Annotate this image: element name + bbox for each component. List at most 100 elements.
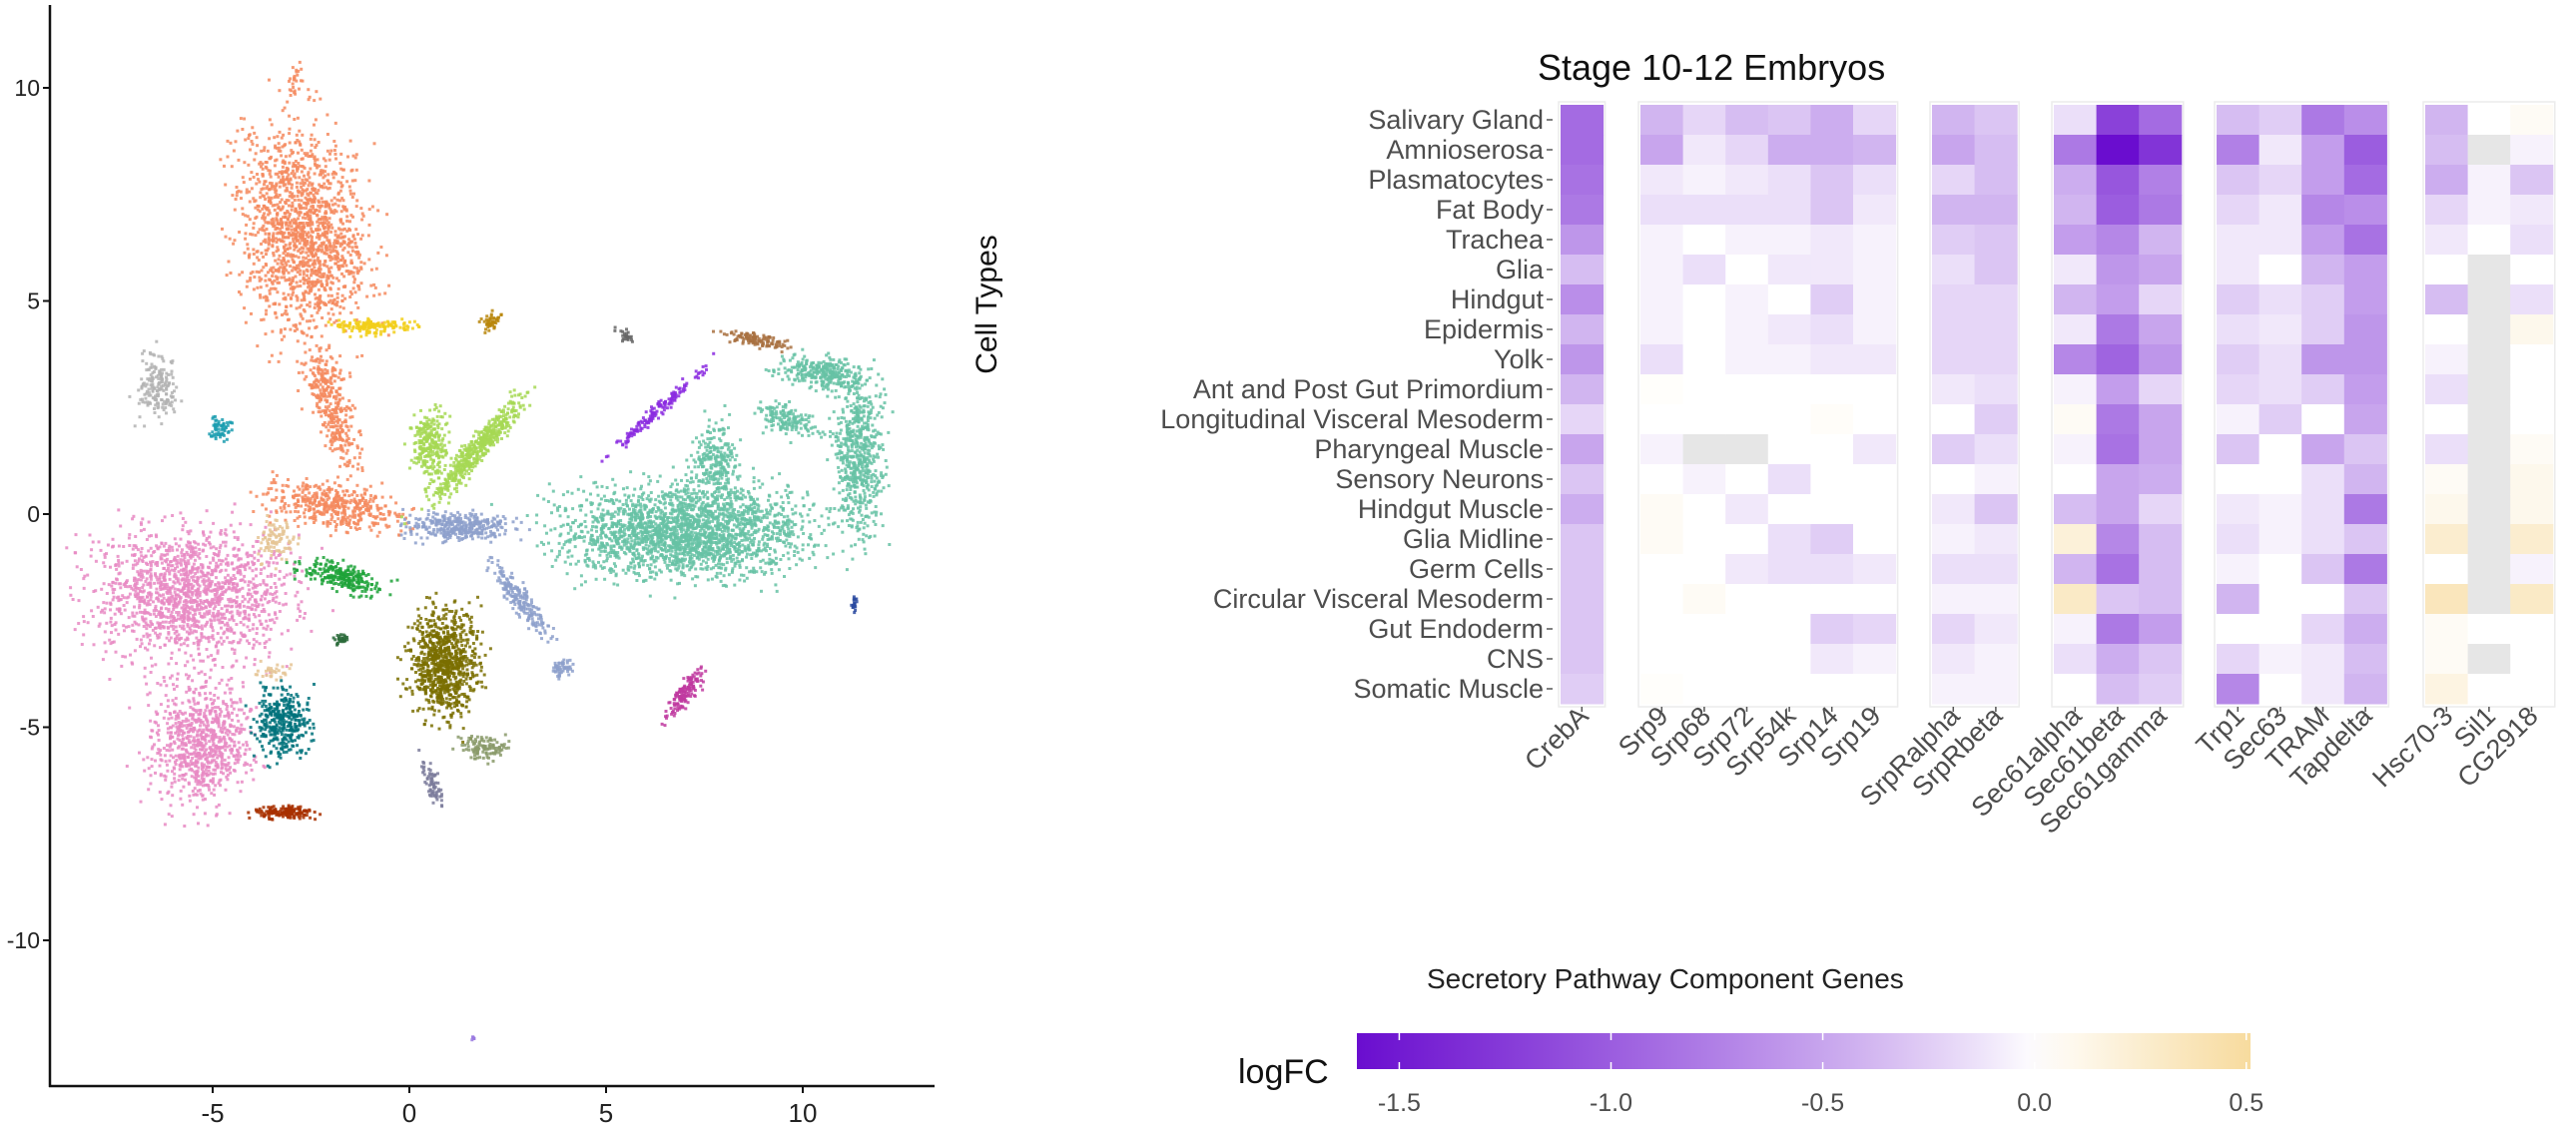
- umap-point: [290, 208, 294, 212]
- umap-point: [282, 236, 285, 240]
- umap-point: [212, 545, 216, 549]
- umap-point: [222, 700, 226, 704]
- umap-point: [159, 683, 163, 687]
- umap-point: [324, 186, 327, 190]
- umap-point: [92, 590, 96, 593]
- umap-point: [277, 549, 281, 553]
- umap-point: [221, 559, 225, 563]
- umap-point: [174, 697, 178, 701]
- umap-point: [181, 741, 185, 745]
- umap-point: [350, 196, 354, 199]
- umap-point: [191, 565, 195, 569]
- umap-point: [162, 544, 166, 548]
- umap-point: [211, 571, 215, 575]
- umap-point: [274, 159, 278, 163]
- umap-point: [216, 599, 220, 603]
- umap-point: [198, 552, 202, 556]
- umap-point: [239, 579, 243, 582]
- umap-point: [328, 522, 332, 525]
- umap-point: [184, 584, 188, 588]
- umap-point: [146, 595, 149, 599]
- umap-point: [156, 633, 159, 637]
- umap-point: [278, 171, 282, 174]
- umap-point: [279, 220, 283, 224]
- umap-point: [329, 518, 333, 522]
- umap-point: [343, 513, 347, 517]
- umap-point: [212, 773, 215, 776]
- umap-point: [229, 766, 233, 770]
- umap-point: [211, 634, 215, 638]
- umap-point: [319, 263, 322, 267]
- umap-point: [372, 142, 376, 146]
- umap-point: [146, 693, 150, 697]
- umap-point: [249, 764, 253, 768]
- umap-point: [198, 728, 202, 732]
- umap-point: [169, 804, 173, 808]
- umap-point: [120, 664, 124, 668]
- umap-point: [194, 744, 198, 747]
- umap-point: [209, 761, 213, 765]
- umap-point: [283, 529, 286, 533]
- umap-point: [336, 475, 339, 479]
- umap-point: [220, 642, 224, 646]
- umap-point: [263, 205, 267, 208]
- umap-point: [164, 402, 168, 406]
- umap-point: [69, 593, 73, 597]
- umap-point: [192, 552, 196, 556]
- umap-point: [265, 166, 269, 170]
- umap-point: [201, 720, 205, 724]
- umap-point: [192, 699, 196, 703]
- umap-point: [226, 711, 230, 715]
- umap-point: [242, 743, 246, 747]
- umap-point: [212, 729, 216, 733]
- umap-point: [218, 746, 222, 750]
- umap-point: [296, 169, 300, 173]
- umap-point: [122, 545, 126, 548]
- umap-point: [268, 304, 272, 308]
- umap-point: [147, 599, 151, 603]
- umap-point: [156, 621, 160, 625]
- umap-point: [158, 576, 162, 580]
- umap-point: [315, 395, 319, 399]
- umap-point: [175, 562, 179, 566]
- umap-point: [199, 659, 203, 663]
- umap-point: [191, 608, 195, 612]
- umap-point: [109, 620, 113, 624]
- umap-point: [324, 494, 328, 498]
- umap-point: [261, 537, 265, 541]
- umap-point: [275, 488, 279, 492]
- umap-point: [188, 547, 192, 551]
- umap-point: [250, 311, 253, 315]
- umap-point: [255, 270, 259, 274]
- umap-point: [246, 243, 250, 247]
- umap-point: [284, 261, 288, 265]
- umap-point: [149, 376, 152, 380]
- umap-point: [336, 286, 340, 290]
- umap-point: [213, 433, 217, 436]
- umap-point: [186, 614, 190, 618]
- umap-point: [253, 658, 257, 662]
- umap-point: [187, 719, 191, 723]
- umap-point: [203, 587, 207, 591]
- umap-point: [273, 621, 277, 625]
- umap-point: [141, 400, 145, 404]
- umap-point: [269, 200, 273, 204]
- umap-point: [232, 547, 236, 551]
- umap-point: [186, 583, 190, 587]
- umap-point: [172, 407, 176, 411]
- umap-point: [193, 618, 197, 622]
- umap-point: [279, 550, 283, 554]
- umap-point: [298, 129, 302, 133]
- umap-point: [271, 245, 275, 249]
- umap-point: [208, 432, 212, 436]
- umap-point: [394, 513, 398, 517]
- umap-point: [209, 530, 213, 534]
- umap-point: [214, 764, 218, 768]
- umap-point: [344, 451, 348, 455]
- umap-point: [309, 508, 313, 511]
- umap-point: [323, 323, 327, 327]
- umap-point: [293, 502, 297, 506]
- umap-point: [362, 491, 366, 495]
- umap-point: [169, 737, 172, 741]
- umap-point: [229, 523, 233, 527]
